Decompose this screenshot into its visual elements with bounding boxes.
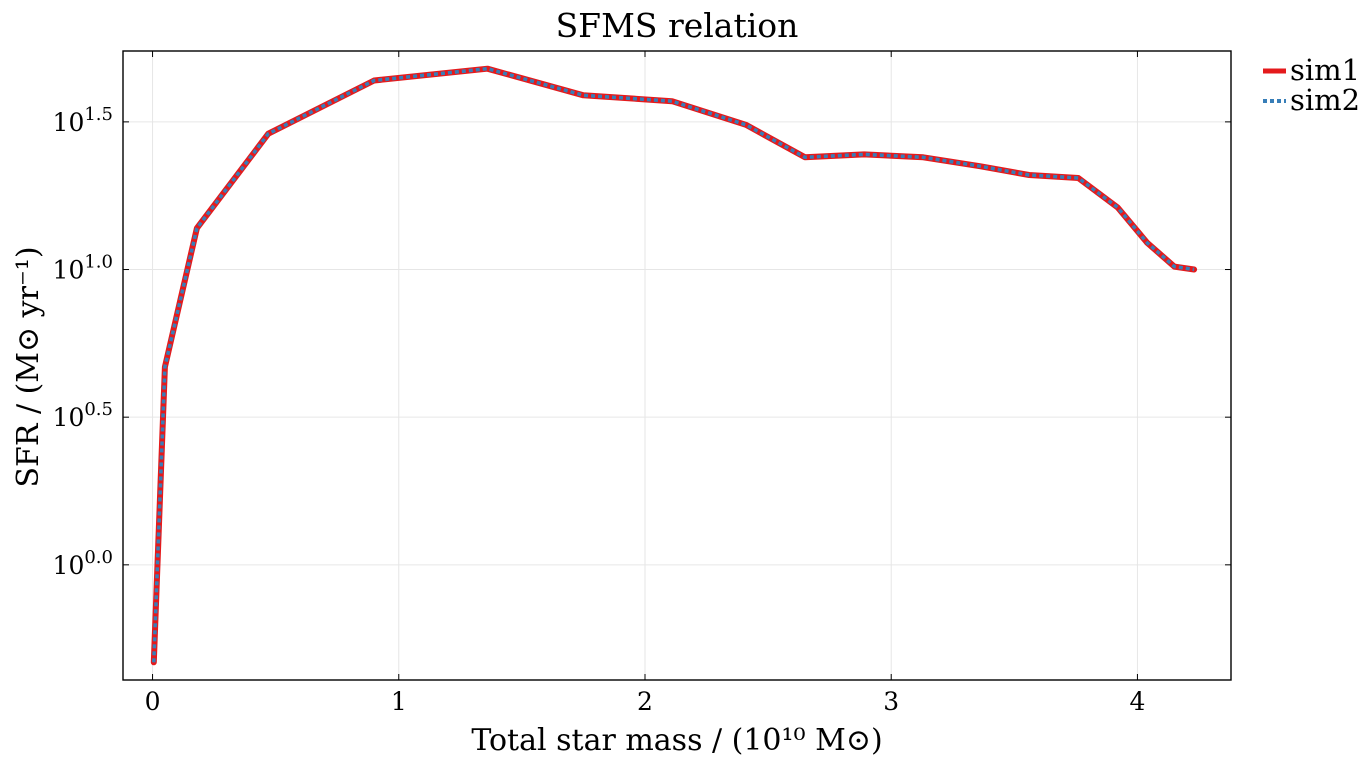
chart-title: SFMS relation bbox=[556, 6, 799, 45]
x-tick-label-1: 1 bbox=[391, 687, 407, 716]
y-tick-label-0: 100.0 bbox=[53, 547, 113, 580]
y-axis-label: SFR / (M⊙ yr⁻¹) bbox=[11, 246, 46, 487]
tick-layer: 0 1 2 3 4 100.0 100.5 101.0 101.5 bbox=[53, 51, 1231, 716]
x-tick-label-3: 3 bbox=[883, 687, 899, 716]
plot-frame bbox=[122, 50, 1232, 681]
x-tick-label-0: 0 bbox=[145, 687, 161, 716]
legend-label-sim2: sim2 bbox=[1290, 83, 1360, 117]
y-axis-label-group: SFR / (M⊙ yr⁻¹) bbox=[11, 246, 46, 487]
x-axis-label: Total star mass / (10¹⁰ M⊙) bbox=[471, 723, 882, 758]
series-layer bbox=[150, 65, 1198, 666]
x-tick-label-4: 4 bbox=[1129, 687, 1145, 716]
x-tick-label-2: 2 bbox=[637, 687, 653, 716]
y-tick-label-2: 101.0 bbox=[53, 252, 113, 285]
series-line-sim2 bbox=[152, 66, 1195, 663]
y-tick-label-3: 101.5 bbox=[53, 104, 113, 137]
y-tick-label-1: 100.5 bbox=[53, 399, 113, 432]
x-axis-label-group: Total star mass / (10¹⁰ M⊙) bbox=[471, 723, 882, 758]
legend-label-sim1: sim1 bbox=[1290, 53, 1360, 87]
series-line-sim1 bbox=[150, 65, 1198, 666]
grid-layer bbox=[123, 51, 1231, 680]
